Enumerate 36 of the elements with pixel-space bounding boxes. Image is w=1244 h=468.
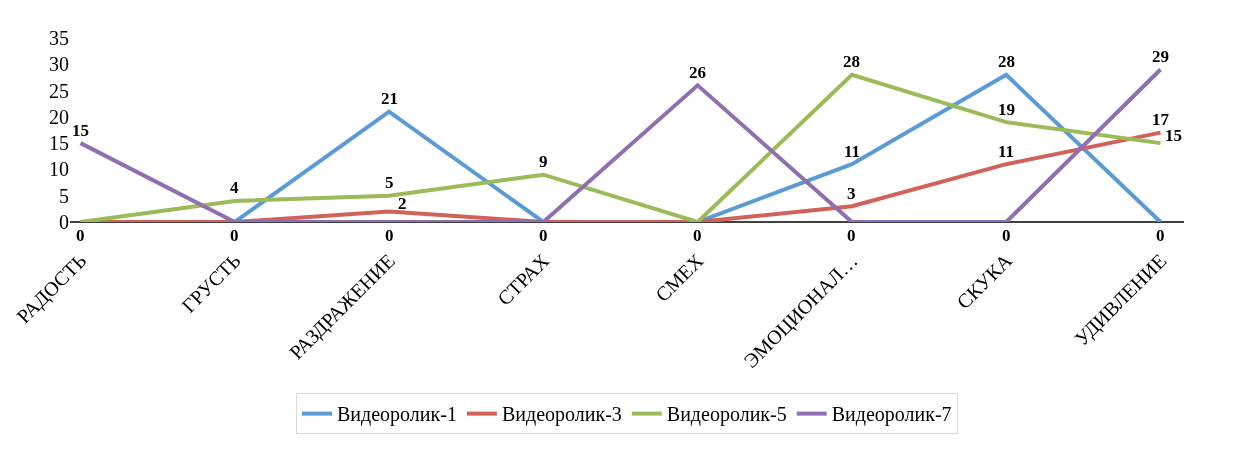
data-label: 0: [385, 226, 394, 245]
legend-label: Видеоролик-7: [831, 403, 952, 427]
data-label: 28: [843, 52, 860, 71]
data-label: 17: [1152, 110, 1170, 129]
legend-label: Видеоролик-3: [501, 403, 622, 427]
data-label: 11: [844, 142, 861, 161]
data-label: 0: [1156, 226, 1165, 245]
data-label: 0: [230, 226, 239, 245]
data-label: 29: [1152, 47, 1169, 66]
data-label: 9: [539, 152, 548, 171]
data-label: 15: [72, 121, 89, 140]
data-label: 21: [381, 89, 398, 108]
y-tick-label: 25: [49, 79, 69, 102]
y-tick-label: 30: [49, 53, 69, 76]
data-label: 2: [398, 194, 407, 213]
data-label: 0: [539, 226, 548, 245]
data-label: 15: [1165, 126, 1182, 145]
y-tick-label: 15: [49, 132, 69, 155]
data-label: 0: [76, 226, 85, 245]
data-label: 26: [689, 63, 706, 82]
legend-label: Видеоролик-1: [337, 403, 457, 427]
data-label: 0: [1002, 226, 1011, 245]
y-tick-label: 5: [59, 184, 69, 207]
data-label: 28: [998, 52, 1015, 71]
legend-label: Видеоролик-5: [666, 403, 787, 427]
data-label: 0: [847, 226, 856, 245]
data-label: 3: [847, 184, 856, 203]
y-tick-label: 10: [49, 158, 69, 181]
data-label: 4: [230, 178, 239, 197]
y-tick-label: 35: [49, 27, 69, 49]
y-tick-label: 0: [59, 211, 69, 233]
data-label: 0: [693, 226, 702, 245]
data-label: 19: [998, 100, 1015, 119]
data-label: 11: [998, 142, 1015, 161]
y-tick-label: 20: [49, 105, 69, 128]
data-label: 5: [385, 173, 394, 192]
